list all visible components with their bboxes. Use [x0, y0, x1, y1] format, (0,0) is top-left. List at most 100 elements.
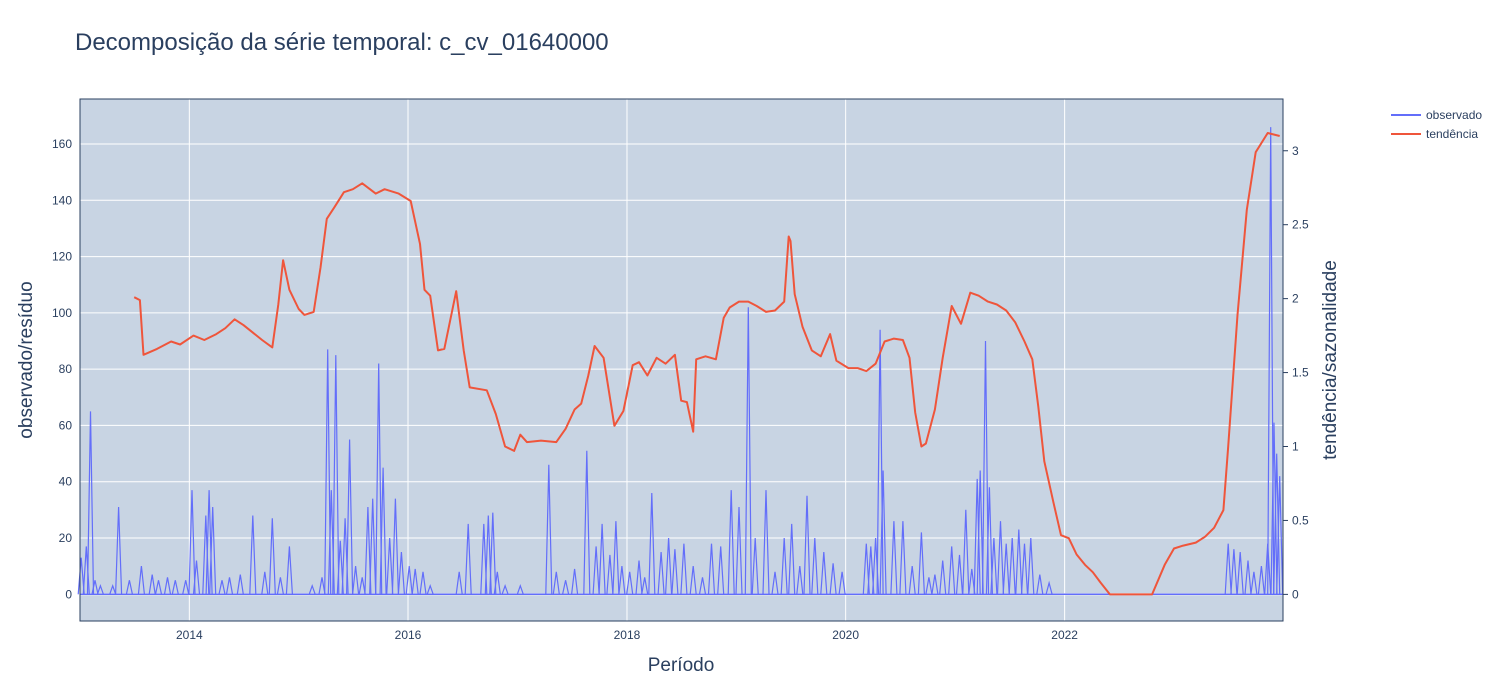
x-tick-label: 2022 [1051, 628, 1078, 642]
observado-spike [796, 566, 804, 595]
legend-item-observado[interactable]: observado [1391, 108, 1482, 122]
observado-spike [115, 506, 123, 595]
observado-spike [955, 554, 964, 595]
observado-spike [268, 518, 276, 595]
observado-spike [276, 577, 284, 595]
observado-spike [318, 577, 326, 595]
observado-spike [689, 566, 697, 595]
observado-spike [612, 521, 620, 595]
observado-spike [397, 552, 405, 595]
observado-spike [1008, 537, 1016, 595]
observado-spike [1045, 580, 1053, 595]
legend-label-tendencia: tendência [1426, 127, 1478, 141]
y-left-tick-label: 140 [52, 193, 72, 207]
observado-spike [426, 584, 434, 595]
y-left-tick-label: 20 [59, 531, 73, 545]
observado-spike [908, 566, 916, 595]
observado-spike [762, 490, 770, 595]
y-left-tick-label: 100 [52, 306, 72, 320]
observado-spike [171, 580, 179, 595]
observado-spike [606, 554, 614, 595]
observado-spike [332, 355, 340, 595]
observado-spike [1244, 560, 1252, 595]
observado-spike [386, 537, 394, 595]
observado-spike [744, 307, 752, 595]
x-tick-label: 2020 [832, 628, 859, 642]
y-left-tick-label: 60 [59, 418, 73, 432]
observado-spike [1036, 574, 1044, 595]
observado-spike [1236, 552, 1244, 595]
observado-spike [948, 546, 956, 595]
observado-spike [771, 571, 779, 595]
observado-spike [1015, 529, 1023, 595]
observado-spike [657, 552, 665, 595]
observado-spike [879, 470, 887, 595]
observado-spike [419, 571, 427, 595]
observado-spike [803, 495, 811, 595]
observado-spike [780, 537, 788, 595]
observado-spike [671, 549, 679, 595]
observado-spike [552, 571, 560, 595]
observado-spike [125, 580, 133, 595]
observado-spike [583, 450, 591, 595]
observado-spike [598, 523, 606, 595]
y-left-tick-label: 120 [52, 250, 72, 264]
observado-spike [1267, 127, 1275, 595]
plot-frame [79, 98, 1284, 622]
observado-spike [364, 506, 372, 595]
observado-spike [358, 577, 366, 595]
observado-spike [838, 571, 846, 595]
observado-spike [489, 512, 497, 595]
observado-spike [976, 470, 984, 595]
x-tick-label: 2016 [395, 628, 422, 642]
observado-spike [1270, 422, 1278, 595]
observado-spike [1020, 543, 1029, 595]
y-right-tick-label: 0.5 [1292, 513, 1309, 527]
observado-spike [192, 560, 201, 595]
observado-spike [501, 584, 509, 595]
observado-spike [375, 363, 383, 595]
observado-spike [735, 506, 743, 595]
y-right-tick-label: 2.5 [1292, 218, 1309, 232]
y-right-axis-title: tendência/sazonalidade [1320, 260, 1341, 460]
y-left-tick-label: 80 [59, 362, 73, 376]
observado-spike [91, 580, 99, 595]
observado-spike [571, 568, 579, 595]
observado-spike [985, 487, 993, 595]
observado-spike [324, 349, 332, 595]
y-right-tick-label: 0 [1292, 587, 1299, 601]
observado-spike [829, 563, 837, 595]
observado-spike [635, 560, 643, 595]
observado-spike [1257, 566, 1265, 595]
observado-spike [148, 574, 156, 595]
observado-spike [182, 580, 190, 595]
observado-spike [641, 577, 649, 595]
observado-spike [698, 577, 707, 595]
observado-spike [77, 557, 85, 595]
observado-spike [163, 577, 172, 595]
observado-spike [545, 464, 553, 595]
observado-spike [751, 537, 759, 595]
plot-area[interactable] [80, 99, 1283, 621]
observado-spike [464, 523, 472, 595]
x-tick-label: 2018 [614, 628, 641, 642]
observado-spike [137, 566, 145, 595]
observado-spike [592, 546, 600, 595]
observado-spike [352, 566, 360, 595]
observado-spike [996, 521, 1005, 595]
observado-spike [261, 571, 269, 595]
observado-spike [308, 584, 316, 595]
observado-spike [917, 532, 925, 595]
observado-spike [626, 571, 634, 595]
observado-spike [717, 546, 725, 595]
y-left-tick-label: 40 [59, 475, 73, 489]
observado-spike [188, 490, 196, 595]
observado-spike [1230, 549, 1238, 595]
legend-label-observado: observado [1426, 108, 1482, 122]
legend-item-tendencia[interactable]: tendência [1391, 127, 1478, 141]
observado-spike [931, 574, 939, 595]
observado-spike [1002, 543, 1010, 595]
observado-spike [236, 574, 244, 595]
observado-spike [225, 577, 234, 595]
